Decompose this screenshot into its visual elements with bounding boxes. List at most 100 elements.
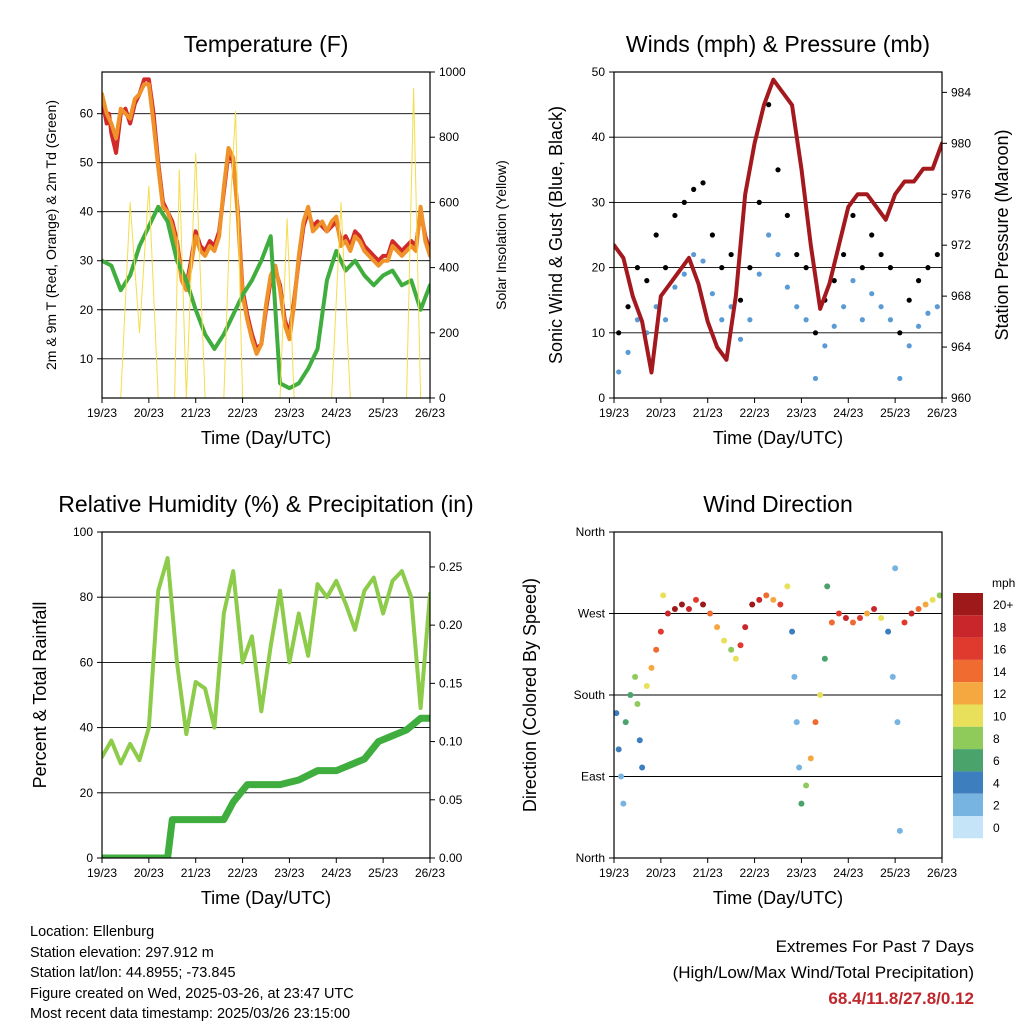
legend-swatch	[953, 749, 983, 772]
series-0-point	[878, 251, 884, 258]
latlon-text: Station lat/lon: 44.8955; -73.845	[30, 965, 236, 981]
chart-title: Relative Humidity (%) & Precipitation (i…	[58, 491, 473, 517]
x-tick-label: 23/23	[274, 406, 304, 420]
series-0-point	[766, 102, 772, 108]
series-0-point	[625, 304, 631, 310]
direction-point	[885, 628, 892, 635]
direction-point	[901, 619, 908, 626]
direction-point	[749, 601, 756, 608]
y-right-tick-label: 968	[951, 289, 971, 303]
legend-swatch	[953, 659, 983, 683]
series-0-point	[719, 265, 725, 271]
direction-point	[929, 596, 936, 603]
x-tick-label: 21/23	[181, 406, 211, 420]
direction-point	[671, 605, 678, 612]
extremes-subtitle: (High/Low/Max Wind/Total Precipitation)	[672, 963, 974, 982]
direction-point	[878, 615, 885, 622]
direction-point	[664, 610, 671, 617]
direction-point	[657, 628, 664, 635]
x-tick-label: 21/23	[693, 866, 723, 880]
x-tick-label: 20/23	[646, 866, 676, 880]
direction-point	[896, 827, 903, 834]
x-tick-label: 20/23	[134, 406, 164, 420]
x-tick-label: 26/23	[927, 406, 957, 420]
direction-point	[627, 692, 634, 698]
legend-label: 2	[993, 799, 1000, 813]
x-axis-label: Time (Day/UTC)	[713, 888, 843, 908]
y-tick-label: 40	[592, 130, 606, 144]
recent-text: Most recent data timestamp: 2025/03/26 2…	[30, 1006, 351, 1022]
series-1-line	[102, 714, 430, 858]
series-0-point	[616, 330, 622, 336]
series-0-point	[681, 199, 687, 205]
plot-frame	[613, 531, 943, 859]
x-tick-label: 19/23	[87, 866, 117, 880]
series-1-point	[737, 336, 744, 342]
legend-swatch	[953, 682, 983, 705]
direction-point	[803, 782, 810, 789]
direction-point	[796, 764, 803, 771]
y-right-tick-label: 964	[951, 340, 971, 354]
x-tick-label: 21/23	[693, 406, 723, 420]
direction-point	[817, 692, 824, 698]
direction-point	[636, 737, 643, 744]
direction-point	[864, 610, 871, 617]
legend-swatch	[953, 726, 983, 750]
y-tick-label: 20	[592, 261, 606, 275]
series-0-point	[803, 265, 809, 271]
legend-label: 12	[993, 687, 1007, 701]
series-0-point	[709, 232, 716, 238]
x-tick-label: 24/23	[321, 406, 351, 420]
y-tick-label: 50	[592, 65, 606, 79]
y-tick-label: 20	[80, 786, 94, 800]
series-0-point	[728, 251, 734, 258]
direction-point	[789, 628, 796, 635]
x-tick-label: 24/23	[321, 866, 351, 880]
y-tick-label: 40	[80, 205, 94, 219]
series-0-line	[102, 556, 430, 766]
series-0-point	[700, 180, 706, 186]
direction-point	[620, 800, 627, 807]
series-1-point	[691, 251, 697, 258]
series-1-point	[784, 284, 790, 290]
direction-point	[614, 710, 620, 717]
y-axis-label: 2m & 9m T (Red, Orange) & 2m Td (Green)	[43, 100, 59, 370]
panel-1: Winds (mph) & Pressure (mb) 0 10 20 30 40 50 96…	[546, 31, 1012, 448]
series-1-point	[934, 304, 940, 310]
direction-point	[707, 610, 714, 617]
x-tick-label: 22/23	[228, 866, 258, 880]
direction-point	[648, 664, 655, 671]
legend-label: 18	[993, 620, 1007, 634]
legend-label: 20+	[993, 598, 1013, 612]
direction-point	[770, 596, 777, 603]
direction-point	[700, 601, 707, 608]
x-axis-label: Time (Day/UTC)	[201, 888, 331, 908]
y-tick-label: 0	[598, 391, 605, 405]
x-tick-label: 26/23	[927, 866, 957, 880]
direction-point	[660, 592, 667, 599]
x-tick-label: 24/23	[833, 406, 863, 420]
series-1-point	[803, 317, 809, 323]
direction-point	[742, 624, 749, 631]
direction-point	[894, 719, 901, 726]
series-1-line	[102, 82, 430, 356]
direction-point	[821, 655, 828, 662]
x-tick-label: 25/23	[880, 866, 910, 880]
direction-point	[849, 619, 856, 626]
y-tick-label: 40	[80, 721, 94, 735]
y-tick-label: 80	[80, 590, 94, 604]
series-1-point	[841, 304, 847, 310]
legend-label: 6	[993, 754, 1000, 768]
x-tick-label: 23/23	[786, 866, 816, 880]
series-0-point	[775, 167, 781, 173]
series-1-point	[812, 375, 819, 382]
series-1-point	[775, 251, 781, 258]
y-tick-label: North	[576, 525, 605, 539]
created-text: Figure created on Wed, 2025-03-26, at 23…	[30, 985, 354, 1002]
series-0-point	[653, 232, 659, 238]
y-right-tick-label: 0.05	[439, 793, 463, 807]
direction-point	[871, 605, 878, 612]
station-info: Location: Ellenburg Station elevation: 2…	[30, 922, 354, 1025]
series-0-point	[691, 186, 697, 192]
x-tick-label: 19/23	[599, 866, 629, 880]
